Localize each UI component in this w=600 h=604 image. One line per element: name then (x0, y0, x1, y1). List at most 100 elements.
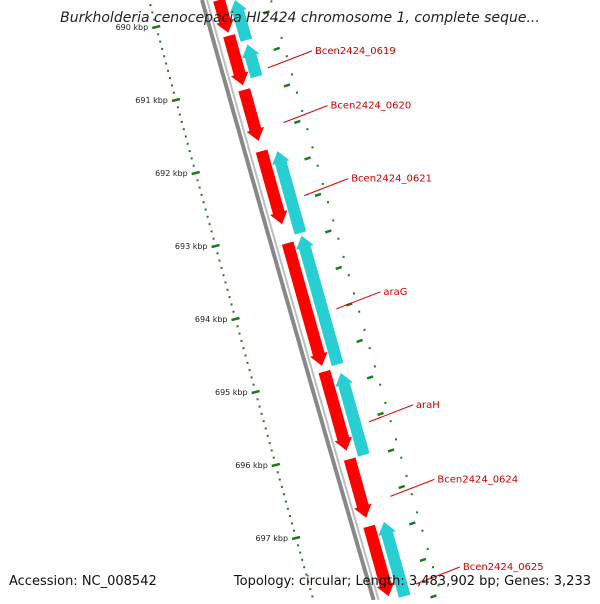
ruler-minor-tick (192, 164, 195, 167)
ruler-minor-tick (206, 215, 209, 218)
ruler-minor-tick (258, 405, 261, 408)
ruler-minor-tick (161, 47, 164, 50)
track-minor-tick (296, 91, 298, 94)
track-tick (293, 119, 301, 125)
track-tick (430, 594, 437, 599)
ruler-tick-label: 692 kbp (155, 169, 188, 178)
ruler-minor-tick (188, 150, 191, 153)
ruler-tick-label: 697 kbp (255, 534, 288, 543)
ruler-minor-tick (184, 135, 187, 138)
ruler-tick-label: 694 kbp (195, 315, 228, 324)
reverse-gene-arrow (378, 521, 411, 598)
track-tick (377, 411, 384, 417)
ruler-minor-tick (238, 332, 241, 335)
track-tick (419, 557, 427, 563)
forward-gene-arrow (318, 369, 352, 451)
reverse-gene-arrow (229, 0, 252, 42)
ruler-minor-tick (268, 442, 271, 445)
ruler-minor-tick (252, 383, 255, 386)
ruler-minor-tick (256, 398, 259, 401)
track-tick (398, 484, 406, 490)
ruler-minor-tick (180, 120, 183, 123)
ruler-minor-tick (309, 588, 312, 591)
ruler-minor-tick (240, 339, 243, 342)
ruler-minor-tick (220, 266, 223, 269)
ruler-minor-tick (169, 77, 171, 80)
ruler-minor-tick (198, 186, 201, 189)
ruler-minor-tick (293, 529, 295, 532)
ruler-minor-tick (204, 208, 207, 211)
track-minor-tick (285, 55, 288, 58)
track-minor-tick (368, 347, 371, 350)
gene-label: araH (416, 400, 440, 411)
ruler-minor-tick (297, 544, 300, 547)
ruler-minor-tick (224, 281, 227, 284)
ruler-minor-tick (272, 456, 275, 459)
accession-text: Accession: NC_008542 (9, 574, 157, 589)
track-minor-tick (275, 18, 278, 21)
ruler-minor-tick (305, 573, 308, 576)
track-tick (335, 265, 343, 271)
track-minor-tick (416, 511, 419, 514)
track-minor-tick (373, 365, 376, 368)
track-minor-tick (426, 547, 429, 550)
ruler-minor-tick (200, 193, 203, 196)
genes-layer (213, 0, 411, 598)
ruler-minor-tick (186, 142, 189, 145)
ruler-minor-tick (270, 449, 273, 452)
track-minor-tick (316, 164, 319, 167)
ruler-minor-tick (244, 354, 247, 357)
ruler-minor-tick (303, 566, 306, 569)
track-minor-tick (421, 529, 424, 532)
track-minor-tick (311, 146, 314, 149)
track-minor-tick (306, 128, 309, 131)
track-minor-tick (363, 328, 366, 331)
ruler-minor-tick (260, 412, 263, 415)
ruler-minor-tick (182, 128, 185, 131)
ruler-minor-tick (218, 259, 221, 262)
ruler-minor-tick (311, 595, 314, 598)
ruler-minor-tick (301, 558, 304, 561)
track-minor-tick (301, 109, 304, 112)
ruler-minor-tick (226, 288, 229, 291)
track-tick (263, 10, 270, 15)
track-minor-tick (321, 182, 324, 185)
track-minor-tick (270, 0, 273, 3)
track-minor-tick (405, 474, 408, 477)
forward-gene-arrow (255, 149, 288, 225)
ruler-minor-tick (262, 420, 265, 423)
ruler-major-tick (151, 24, 161, 30)
track-tick (283, 83, 291, 88)
track-minor-tick (280, 36, 283, 39)
ruler-major-tick (171, 97, 181, 103)
ruler-minor-tick (250, 376, 253, 379)
ruler-major-tick (231, 316, 240, 322)
ruler-minor-tick (202, 201, 205, 204)
ruler-minor-tick (276, 471, 279, 474)
gene-label-leader (283, 105, 328, 124)
reverse-gene-arrow (335, 373, 370, 457)
ruler-minor-tick (212, 237, 215, 240)
ruler-major-tick (291, 535, 301, 541)
reverse-gene-arrow (242, 44, 263, 79)
ruler-minor-tick (266, 434, 269, 437)
ruler-tick-label: 693 kbp (175, 242, 208, 251)
gene-label: Bcen2424_0620 (331, 101, 412, 112)
ruler-minor-tick (230, 303, 233, 306)
forward-gene-arrow (343, 457, 372, 518)
track-tick (324, 229, 332, 234)
track-minor-tick (332, 219, 335, 222)
track-tick (273, 46, 281, 52)
track-minor-tick (432, 566, 434, 569)
ruler-minor-tick (286, 507, 289, 510)
ruler-minor-tick (289, 515, 291, 518)
ruler-minor-tick (190, 157, 193, 160)
ruler-minor-tick (171, 84, 173, 87)
gene-label-leader (390, 478, 435, 497)
ruler-layer: 690 kbp 691 kbp 692 kbp 693 kbp 694 kbp 695 k… (116, 0, 440, 599)
track-minor-tick (337, 237, 340, 240)
forward-gene-arrow (281, 241, 328, 366)
gene-label-leader (267, 50, 313, 69)
backbone-layer (200, 0, 380, 601)
